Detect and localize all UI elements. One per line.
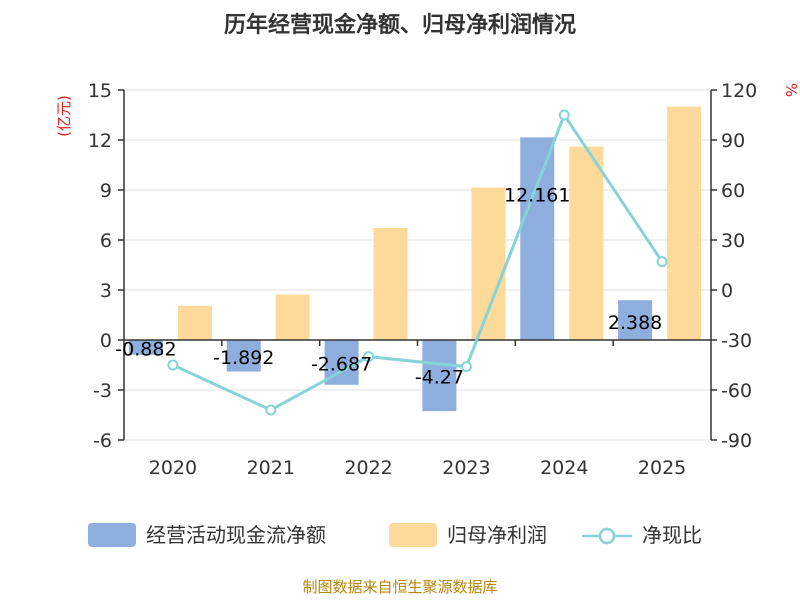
bar-cash-flow: [618, 300, 653, 340]
legend-item-net-profit[interactable]: 归母净利润: [389, 523, 547, 547]
left-tick-label: 0: [100, 330, 112, 352]
left-axis-unit: (亿元): [55, 95, 73, 137]
legend-label-cash-flow: 经营活动现金流净额: [146, 523, 326, 547]
right-tick-label: 120: [721, 80, 757, 102]
x-tick-label: 2023: [442, 457, 490, 479]
bars: [128, 106, 702, 412]
left-tick-label: 9: [100, 180, 112, 202]
data-label-cash-flow: -0.882: [115, 338, 176, 360]
left-tick-label: 3: [100, 280, 112, 302]
legend-swatch-net-profit: [389, 523, 437, 547]
data-label-cash-flow: 2.388: [608, 312, 662, 334]
bar-cash-flow: [422, 340, 457, 412]
bar-net-profit: [569, 146, 604, 340]
left-tick-label: 6: [100, 230, 112, 252]
left-tick-label: 12: [88, 130, 112, 152]
bar-cash-flow: [520, 137, 555, 340]
legend: 经营活动现金流净额 归母净利润 净现比: [88, 523, 702, 547]
ratio-point: [558, 109, 570, 121]
ratio-line: [167, 109, 668, 416]
right-tick-label: -30: [721, 330, 752, 352]
source-note: 制图数据来自恒生聚源数据库: [302, 578, 497, 596]
ratio-line-path: [172, 111, 664, 412]
x-tick-label: 2022: [344, 457, 392, 479]
left-tick-label: 15: [88, 80, 112, 102]
right-tick-label: 30: [721, 230, 745, 252]
data-labels: -0.882 -1.892 -2.687 -4.27 12.161 2.388: [115, 185, 662, 389]
x-tick-label: 2025: [638, 457, 686, 479]
bar-net-profit: [667, 106, 702, 341]
bar-net-profit: [275, 294, 310, 340]
x-axis-ticks: 2020 2021 2022 2023 2024 2025: [124, 339, 711, 479]
left-tick-label: -6: [93, 430, 112, 452]
legend-swatch-cash-flow: [88, 523, 136, 547]
ratio-point: [265, 404, 277, 416]
legend-label-net-profit: 归母净利润: [447, 523, 547, 547]
left-tick-label: -3: [93, 380, 112, 402]
ratio-point: [656, 256, 668, 268]
right-tick-label: -60: [721, 380, 752, 402]
right-tick-label: 60: [721, 180, 745, 202]
bar-net-profit: [177, 305, 212, 340]
data-label-cash-flow: 12.161: [504, 185, 570, 207]
right-tick-label: 0: [721, 280, 733, 302]
left-axis-ticks: 15 12 9 6 3 0 -3 -6: [88, 80, 124, 452]
axes: [123, 90, 712, 440]
x-tick-label: 2024: [540, 457, 588, 479]
x-tick-label: 2021: [247, 457, 295, 479]
x-tick-label: 2020: [149, 457, 197, 479]
legend-marker-ratio: [598, 527, 616, 545]
right-axis-unit: %: [782, 83, 800, 97]
data-label-cash-flow: -1.892: [213, 347, 274, 369]
right-tick-label: -90: [721, 430, 752, 452]
ratio-point: [167, 359, 179, 371]
bar-cash-flow: [226, 340, 261, 372]
legend-item-ratio[interactable]: 净现比: [582, 523, 702, 547]
right-tick-label: 90: [721, 130, 745, 152]
bar-net-profit: [471, 187, 506, 340]
legend-item-cash-flow[interactable]: 经营活动现金流净额: [88, 523, 326, 547]
chart-title: 历年经营现金净额、归母净利润情况: [224, 12, 576, 38]
data-label-cash-flow: -2.687: [311, 353, 372, 375]
ratio-point: [363, 351, 375, 363]
bar-cash-flow: [128, 340, 163, 355]
right-axis-ticks: 120 90 60 30 0 -30 -60 -90: [711, 80, 757, 452]
bar-net-profit: [373, 228, 408, 340]
legend-label-ratio: 净现比: [642, 523, 702, 547]
data-label-cash-flow: -4.27: [415, 367, 464, 389]
ratio-point: [460, 361, 472, 373]
